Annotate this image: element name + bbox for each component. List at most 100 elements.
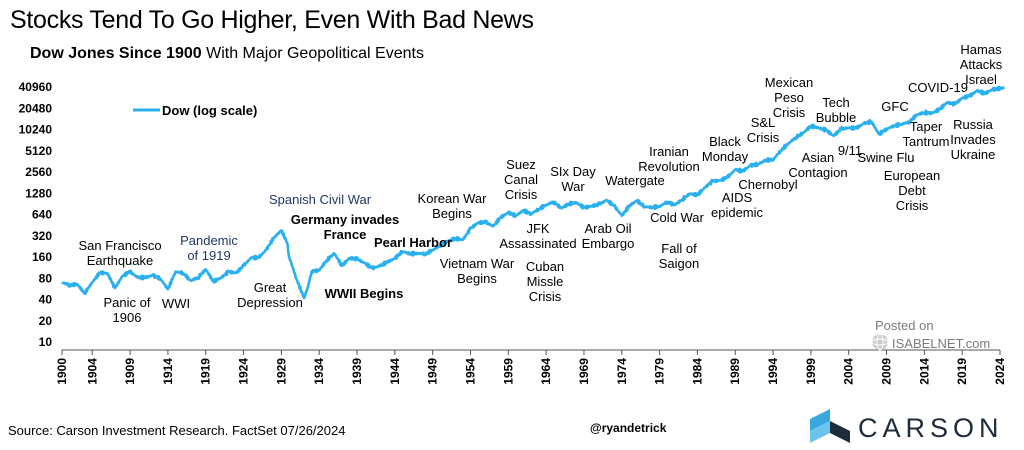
event-annotation: Chernobyl xyxy=(738,177,797,192)
carson-logo-icon xyxy=(810,409,850,443)
event-annotation: Iranian Revolution xyxy=(638,144,699,174)
event-annotation-line: European xyxy=(884,168,940,183)
y-tick-label: 1280 xyxy=(25,186,52,200)
event-annotation-line: WWII Begins xyxy=(325,286,404,301)
event-annotation: Vietnam War Begins xyxy=(440,256,515,286)
event-annotation-line: COVID-19 xyxy=(908,80,968,95)
y-tick-label: 160 xyxy=(32,250,52,264)
event-annotation-line: Pearl Harbor xyxy=(374,235,452,250)
event-annotation-line: Ukraine xyxy=(951,147,996,162)
event-annotation-line: Tantrum xyxy=(903,134,950,149)
y-tick-label: 80 xyxy=(39,271,53,285)
event-annotation-line: Spanish Civil War xyxy=(269,192,372,207)
x-tick-label: 1924 xyxy=(237,358,251,385)
event-annotation: Korean War Begins xyxy=(418,191,488,221)
event-annotation-line: Mexican xyxy=(765,75,813,90)
event-annotation: Cold War xyxy=(650,210,704,225)
x-tick-label: 2014 xyxy=(917,358,931,385)
event-annotation-line: Suez xyxy=(506,157,536,172)
event-annotation: S&L Crisis xyxy=(747,115,780,145)
event-annotation-line: Black xyxy=(709,134,741,149)
event-annotation-line: Begins xyxy=(457,271,497,286)
y-tick-label: 2560 xyxy=(25,165,52,179)
event-annotation: Tech Bubble xyxy=(816,95,856,125)
series-group xyxy=(61,85,1006,300)
carson-logo: CARSON xyxy=(808,405,1018,445)
event-annotation-line: JFK xyxy=(526,221,549,236)
y-tick-label: 20 xyxy=(39,314,53,328)
event-annotation: European Debt Crisis xyxy=(884,168,940,213)
x-tick-label: 1999 xyxy=(804,358,818,385)
event-annotation: Black Monday xyxy=(702,134,749,164)
event-annotation-line: AIDS xyxy=(722,190,753,205)
posted-on-label: Posted on xyxy=(875,318,934,333)
posted-on-badge: Posted on ISABELNET.com xyxy=(870,318,990,358)
event-annotation: Cuban Missle Crisis xyxy=(526,259,564,304)
event-annotation-line: Saigon xyxy=(659,256,699,271)
event-annotation: Fall of Saigon xyxy=(659,241,699,271)
event-annotation-line: War xyxy=(561,179,585,194)
event-annotation-line: Canal xyxy=(504,172,538,187)
event-annotation: Panic of 1906 xyxy=(104,295,151,325)
event-annotation-line: Missle xyxy=(527,274,564,289)
subtitle-rest: With Major Geopolitical Events xyxy=(201,45,424,62)
event-annotation: Pearl Harbor xyxy=(374,235,452,250)
event-annotation-line: Korean War xyxy=(418,191,488,206)
event-annotation-line: Germany invades xyxy=(291,212,399,227)
subtitle-bold: Dow Jones Since 1900 xyxy=(30,45,202,62)
event-annotation: Suez Canal Crisis xyxy=(504,157,538,202)
event-annotation-line: Revolution xyxy=(638,159,699,174)
author-handle: @ryandetrick xyxy=(590,421,667,435)
x-tick-label: 1939 xyxy=(350,358,364,385)
event-annotation-line: Invades xyxy=(950,132,996,147)
x-tick-label: 1944 xyxy=(388,358,402,385)
y-tick-label: 10240 xyxy=(19,123,53,137)
event-annotation-line: Arab Oil xyxy=(585,221,632,236)
event-annotation-line: Taper xyxy=(910,119,943,134)
event-annotation-line: Debt xyxy=(898,183,926,198)
x-tick-label: 1994 xyxy=(766,358,780,385)
y-tick-label: 20480 xyxy=(19,101,53,115)
event-annotation-line: France xyxy=(324,227,367,242)
event-annotation-line: of 1919 xyxy=(187,248,230,263)
event-annotation-line: Attacks xyxy=(960,57,1003,72)
event-annotation-line: Crisis xyxy=(747,130,780,145)
x-tick-label: 1909 xyxy=(123,358,137,385)
globe-icon xyxy=(871,333,889,351)
event-annotation-line: Tech xyxy=(822,95,849,110)
event-annotation: GFC xyxy=(881,99,908,114)
event-annotation-line: Embargo xyxy=(582,236,635,251)
event-annotation-line: Israel xyxy=(965,72,997,87)
event-annotation-line: Peso xyxy=(774,90,804,105)
event-annotation-line: Cold War xyxy=(650,210,704,225)
event-annotation-line: 9/11 xyxy=(838,143,862,158)
event-annotation-line: Assassinated xyxy=(499,236,576,251)
event-annotation-line: Swine Flu xyxy=(857,150,914,165)
event-annotation-line: Pandemic xyxy=(180,233,238,248)
y-axis: 10 20 40 80 160 320 640 1280 2560 5120 10240 20480 4… xyxy=(19,80,53,349)
event-annotation-line: Great xyxy=(254,280,287,295)
event-annotation: Pandemic of 1919 xyxy=(180,233,238,263)
event-annotation-line: Vietnam War xyxy=(440,256,515,271)
event-annotation-line: Monday xyxy=(702,149,749,164)
carson-wordmark: CARSON xyxy=(858,413,1004,443)
event-annotation-line: Watergate xyxy=(605,173,665,188)
annotations: San Francisco Earthquake Panic of 1906 WWI Pa… xyxy=(78,42,1002,325)
event-annotation-line: GFC xyxy=(881,99,908,114)
x-tick-label: 1974 xyxy=(615,358,629,385)
x-tick-label: 1929 xyxy=(274,358,288,385)
event-annotation-line: Crisis xyxy=(529,289,562,304)
event-annotation: Arab Oil Embargo xyxy=(582,221,635,251)
event-annotation: Great Depression xyxy=(237,280,303,310)
event-annotation-line: Panic of xyxy=(104,295,151,310)
event-annotation-line: Crisis xyxy=(773,105,806,120)
event-annotation: WWII Begins xyxy=(325,286,404,301)
event-annotation-line: Depression xyxy=(237,295,303,310)
x-tick-label: 1904 xyxy=(85,358,99,385)
x-tick-label: 2009 xyxy=(880,358,894,385)
x-tick-label: 1959 xyxy=(501,358,515,385)
x-axis: 1900 1904 1909 1914 1919 1924 1929 1934 1939 1944… xyxy=(55,349,1007,385)
event-annotation-line: Chernobyl xyxy=(738,177,797,192)
posted-site-label: ISABELNET.com xyxy=(892,336,991,351)
